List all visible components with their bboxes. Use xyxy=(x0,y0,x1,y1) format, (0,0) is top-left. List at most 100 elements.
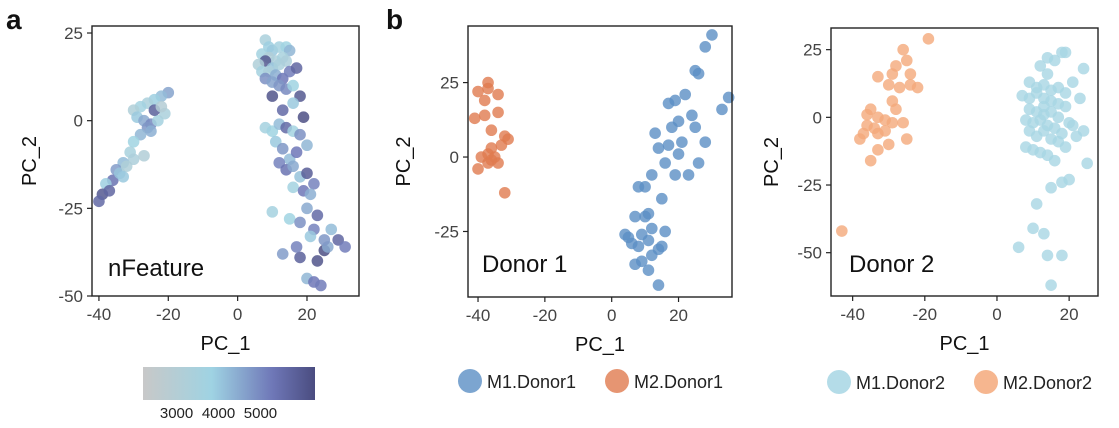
data-point-m1-donor2 xyxy=(1081,157,1093,170)
data-point xyxy=(117,170,130,183)
data-point-m2-donor2 xyxy=(861,108,873,121)
data-point xyxy=(294,216,306,229)
x-tick-label: -40 xyxy=(840,305,865,324)
data-point-m1-donor2 xyxy=(1056,46,1068,59)
data-point-m1-donor1 xyxy=(722,91,735,104)
data-point-m2-donor1 xyxy=(478,109,491,122)
data-point xyxy=(276,142,289,155)
data-point xyxy=(145,125,157,137)
data-point-m2-donor1 xyxy=(492,88,504,101)
plot-frame xyxy=(91,25,360,297)
data-point-m1-donor2 xyxy=(1048,54,1061,67)
data-point-m2-donor2 xyxy=(904,68,917,80)
x-tick-label: -20 xyxy=(156,305,181,324)
data-point-m1-donor1 xyxy=(629,258,641,271)
legend-label-m1-donor2: M1.Donor2 xyxy=(856,373,945,393)
data-point-m1-donor1 xyxy=(692,67,705,80)
data-point-m1-donor2 xyxy=(1059,141,1072,153)
data-point-m1-donor1 xyxy=(672,148,685,160)
x-tick-label: 0 xyxy=(233,305,242,324)
data-point xyxy=(276,248,289,260)
data-point-m1-donor2 xyxy=(1056,176,1068,189)
data-point-m2-donor1 xyxy=(485,124,498,137)
data-point xyxy=(283,213,296,225)
data-point xyxy=(339,241,351,253)
data-point-m1-donor2 xyxy=(1012,241,1025,254)
data-point-m1-donor2 xyxy=(1048,154,1061,167)
scatter-plot-nfeature: -40 -20 0 20 25 0 -25 -50 PC_1 PC_2 nFeature xyxy=(19,24,360,355)
data-point-m1-donor1 xyxy=(662,139,675,151)
data-point xyxy=(301,167,313,180)
data-point-m1-donor2 xyxy=(1030,198,1043,210)
y-axis-ticks: 25 0 -25 xyxy=(434,74,468,241)
data-point-m1-donor2 xyxy=(1045,181,1057,194)
y-tick-label: 25 xyxy=(803,41,822,60)
data-point-m1-donor2 xyxy=(1052,111,1065,124)
data-point-m1-donor2 xyxy=(1038,227,1050,240)
y-axis-title: PC_2 xyxy=(761,137,783,187)
data-point-m2-donor2 xyxy=(879,125,891,137)
points-group xyxy=(468,29,735,291)
panel-label-b: b xyxy=(386,4,403,35)
data-point xyxy=(325,223,338,236)
data-point-m2-donor1 xyxy=(492,157,504,169)
data-point xyxy=(301,139,313,152)
data-point-m1-donor1 xyxy=(689,121,702,134)
data-point-m1-donor1 xyxy=(632,240,645,253)
data-point xyxy=(290,62,303,74)
data-point-m1-donor2 xyxy=(1041,249,1054,262)
y-tick-label: 0 xyxy=(74,112,83,131)
data-point xyxy=(315,279,327,292)
data-point-m2-donor2 xyxy=(872,70,884,83)
data-point-m2-donor2 xyxy=(882,138,895,151)
points-group xyxy=(93,34,351,292)
data-point-m2-donor1 xyxy=(482,157,494,169)
data-point xyxy=(294,128,306,141)
data-point-m1-donor2 xyxy=(1041,68,1054,80)
y-tick-label: 0 xyxy=(813,108,822,127)
data-point xyxy=(311,255,324,267)
data-point-m1-donor1 xyxy=(659,157,671,169)
y-axis-title: PC_2 xyxy=(393,136,415,186)
data-point-m1-donor2 xyxy=(1027,222,1039,235)
x-axis-title: PC_1 xyxy=(939,333,989,355)
points-group xyxy=(836,33,1093,291)
data-point xyxy=(266,206,279,218)
data-point-m1-donor2 xyxy=(1034,60,1047,72)
data-point-m2-donor1 xyxy=(498,186,511,199)
data-point-m1-donor2 xyxy=(1059,100,1072,113)
data-point-m2-donor2 xyxy=(864,154,877,167)
data-point-m1-donor2 xyxy=(1056,249,1068,262)
data-point xyxy=(290,241,303,253)
data-point-m2-donor2 xyxy=(911,81,924,94)
data-point-m1-donor1 xyxy=(645,249,658,262)
data-point-m1-donor1 xyxy=(682,169,695,181)
data-point-m1-donor2 xyxy=(1038,125,1050,137)
data-point xyxy=(276,104,289,116)
data-point-m2-donor2 xyxy=(893,81,906,94)
legend-label-m2-donor2: M2.Donor2 xyxy=(1003,373,1092,393)
data-point-m1-donor2 xyxy=(1077,125,1090,137)
data-point-m1-donor1 xyxy=(666,121,678,134)
legend-donor1: M1.Donor1 M2.Donor1 xyxy=(458,369,723,393)
data-point xyxy=(294,251,306,264)
data-point xyxy=(318,234,331,246)
data-point xyxy=(120,160,133,173)
data-point-m2-donor1 xyxy=(472,163,484,175)
data-point-m2-donor1 xyxy=(495,139,508,151)
y-tick-label: -50 xyxy=(58,287,83,306)
x-tick-label: 20 xyxy=(298,305,317,324)
y-tick-label: -50 xyxy=(797,244,822,263)
data-point-m1-donor1 xyxy=(639,210,651,223)
data-point xyxy=(287,181,299,194)
y-tick-label: -25 xyxy=(58,199,83,218)
data-point-m1-donor1 xyxy=(652,279,665,291)
x-tick-label: 20 xyxy=(1060,305,1079,324)
data-point xyxy=(103,185,116,197)
panel-label-a: a xyxy=(6,4,22,35)
x-axis-title: PC_1 xyxy=(575,334,625,356)
x-tick-label: 20 xyxy=(669,306,688,325)
data-point-m2-donor2 xyxy=(879,114,891,126)
data-point-m1-donor1 xyxy=(632,181,645,193)
